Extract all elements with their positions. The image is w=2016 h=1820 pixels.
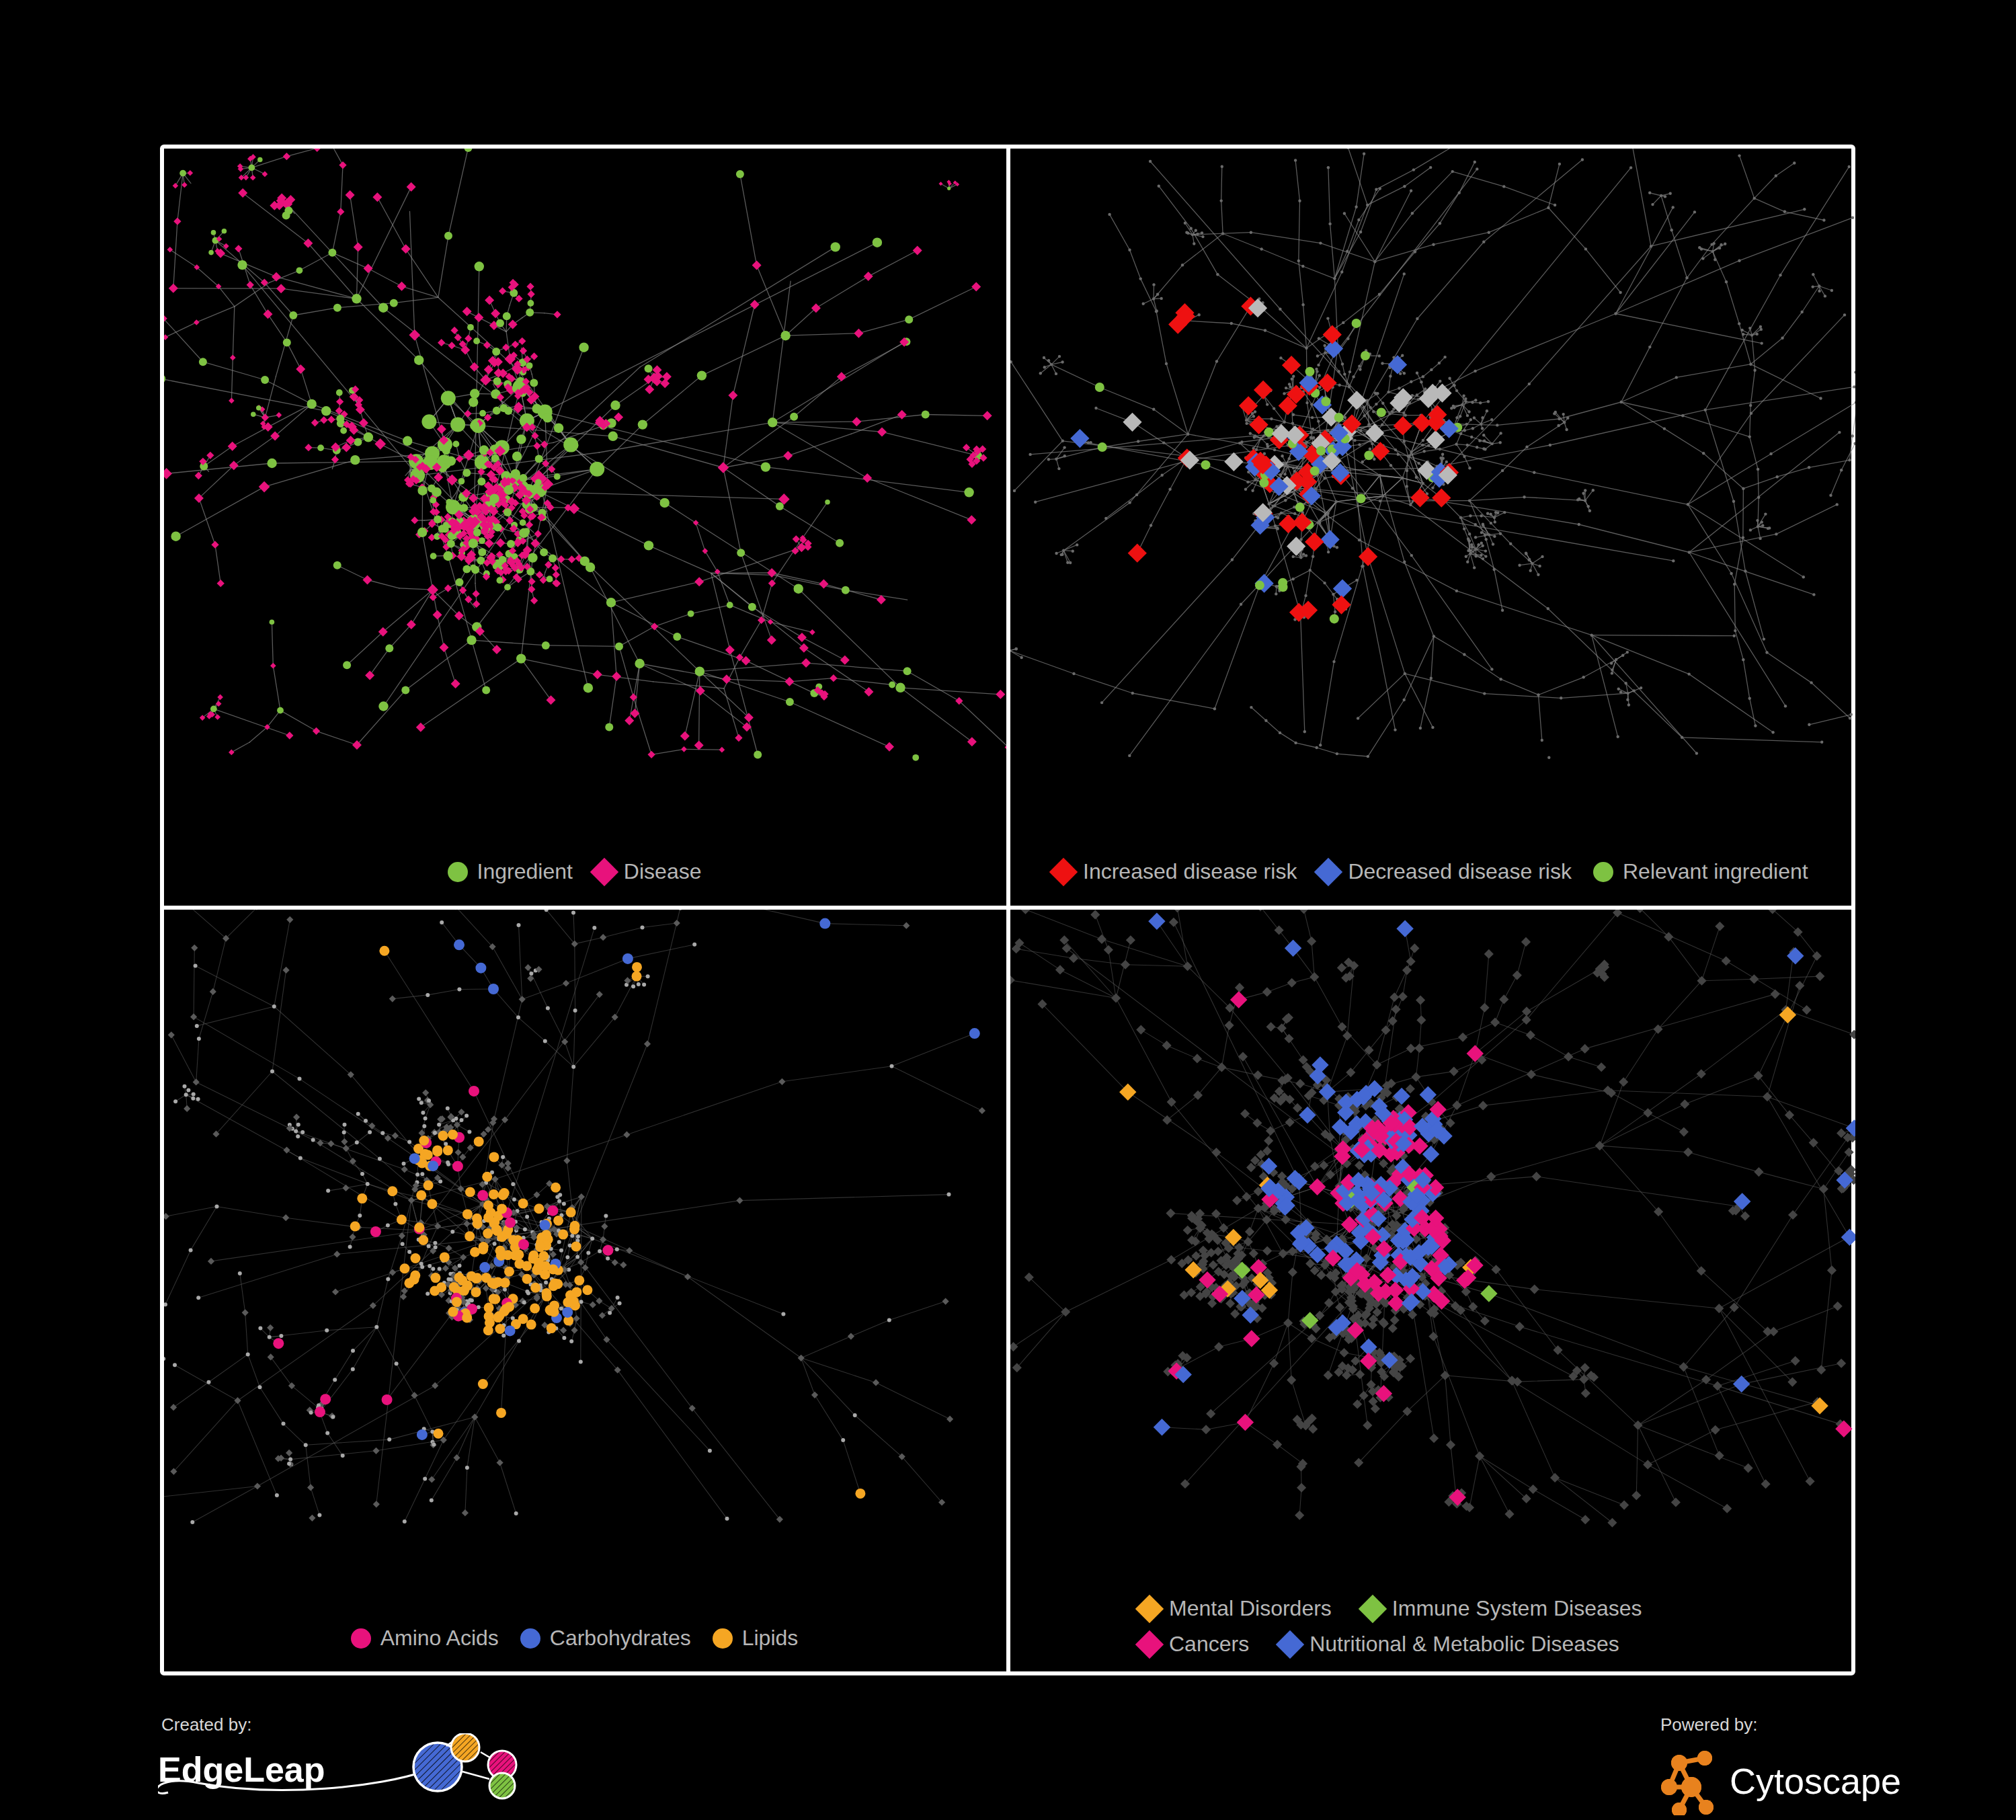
- svg-text:EdgeLeap: EdgeLeap: [158, 1750, 325, 1789]
- svg-text:Cytoscape: Cytoscape: [1730, 1761, 1901, 1801]
